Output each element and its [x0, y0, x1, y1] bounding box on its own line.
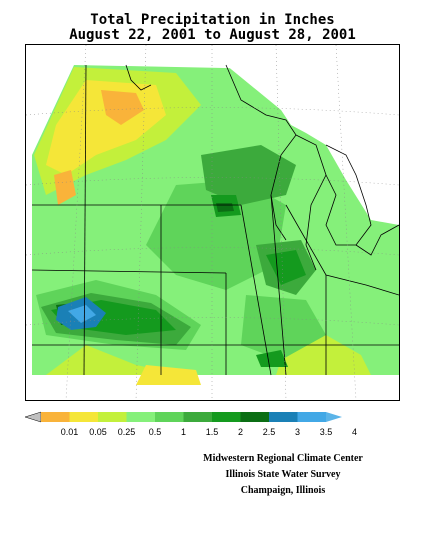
state-borders [31, 64, 399, 376]
legend-tick-label: 0.5 [148, 427, 162, 437]
legend-tick-label: 0.25 [117, 427, 136, 437]
legend-tick-label: 2 [237, 427, 244, 437]
lake-shorelines [125, 64, 399, 271]
precip-zone-2-5-southeast [256, 350, 288, 367]
legend-tick-label: 4 [351, 427, 358, 437]
legend-tick-label: 0.01 [60, 427, 79, 437]
legend-swatch [183, 412, 212, 422]
precip-zone-4-southwest [68, 305, 96, 323]
legend-tick-label: 1 [180, 427, 187, 437]
legend-swatch [269, 412, 298, 422]
precipitation-map [25, 44, 400, 401]
map-title: Total Precipitation in Inches [90, 12, 335, 28]
legend-bar [24, 411, 342, 423]
legend-swatch [240, 412, 269, 422]
graticule [26, 45, 399, 400]
legend-tick-label: 3 [294, 427, 301, 437]
credit-survey: Illinois State Water Survey [225, 469, 341, 480]
precip-zone-0-5-south [46, 345, 186, 375]
legend-tick-label: 2.5 [262, 427, 276, 437]
precip-zone-0-05-northwest [101, 90, 144, 125]
legend-tick-label: 3.5 [319, 427, 333, 437]
credit-center: Midwestern Regional Climate Center [203, 453, 363, 464]
precip-zone-3-north [216, 203, 234, 212]
legend-swatch [212, 412, 241, 422]
legend-swatch [69, 412, 98, 422]
color-legend: 0.01 0.05 0.25 0.5 1 1.5 2 2.5 3 3.5 4 [24, 410, 395, 450]
legend-swatch [98, 412, 127, 422]
legend-arrow-high [326, 412, 342, 422]
precip-zone-0-05-west [54, 170, 76, 205]
legend-tick-label: 0.05 [89, 427, 107, 437]
legend-arrow-low [24, 411, 42, 423]
precip-zone-0-25-south [136, 365, 201, 385]
legend-swatch [155, 412, 184, 422]
no-data-area [226, 45, 399, 225]
precip-zone-1-5-east [241, 295, 326, 360]
legend-swatch [126, 412, 155, 422]
map-date-range: August 22, 2001 to August 28, 2001 [69, 27, 356, 43]
legend-swatch [297, 412, 326, 422]
legend-tick-label: 1.5 [205, 427, 219, 437]
credit-location: Champaign, Illinois [240, 485, 326, 496]
legend-swatch [41, 412, 70, 422]
